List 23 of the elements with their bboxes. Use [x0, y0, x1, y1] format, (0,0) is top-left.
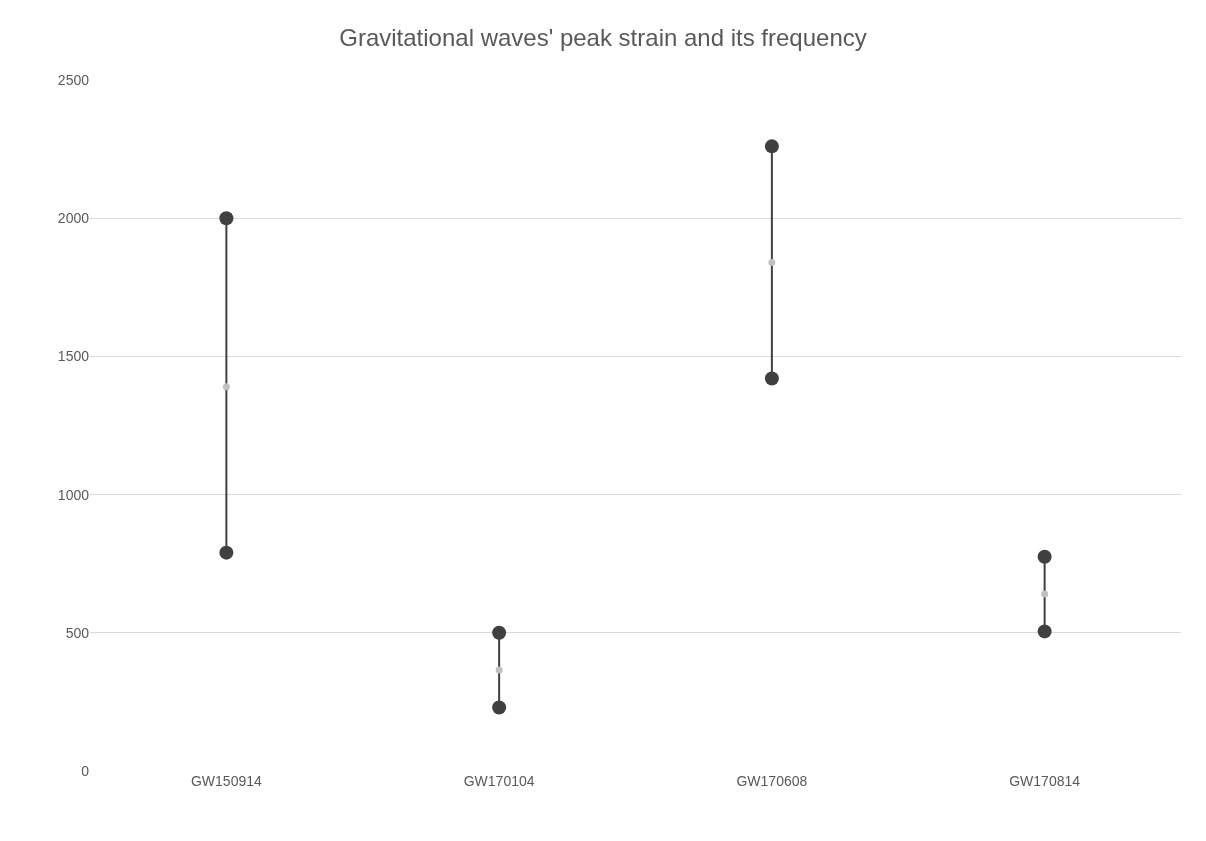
y-tick-label: 500 — [65, 624, 90, 641]
point — [222, 383, 230, 391]
x-tick-label: GW170814 — [1009, 773, 1081, 789]
point — [1037, 624, 1052, 639]
point — [219, 211, 234, 226]
chart-title: Gravitational waves' peak strain and its frequency — [339, 24, 867, 52]
y-tick-label: 0 — [81, 762, 90, 779]
x-tick-label: GW170104 — [463, 773, 535, 789]
point — [764, 139, 779, 154]
point — [764, 371, 779, 386]
y-tick-label: 2500 — [57, 71, 90, 88]
x-tick-label: GW150914 — [190, 773, 262, 789]
x-tick-label: GW170608 — [736, 773, 808, 789]
y-tick-label: 1500 — [57, 348, 90, 365]
point — [495, 666, 503, 674]
point — [219, 545, 234, 560]
point — [492, 700, 507, 715]
point — [1041, 590, 1049, 598]
point — [768, 258, 776, 266]
y-tick-label: 2000 — [57, 210, 90, 227]
point — [1037, 549, 1052, 564]
point — [492, 625, 507, 640]
y-tick-label: 1000 — [57, 486, 90, 503]
